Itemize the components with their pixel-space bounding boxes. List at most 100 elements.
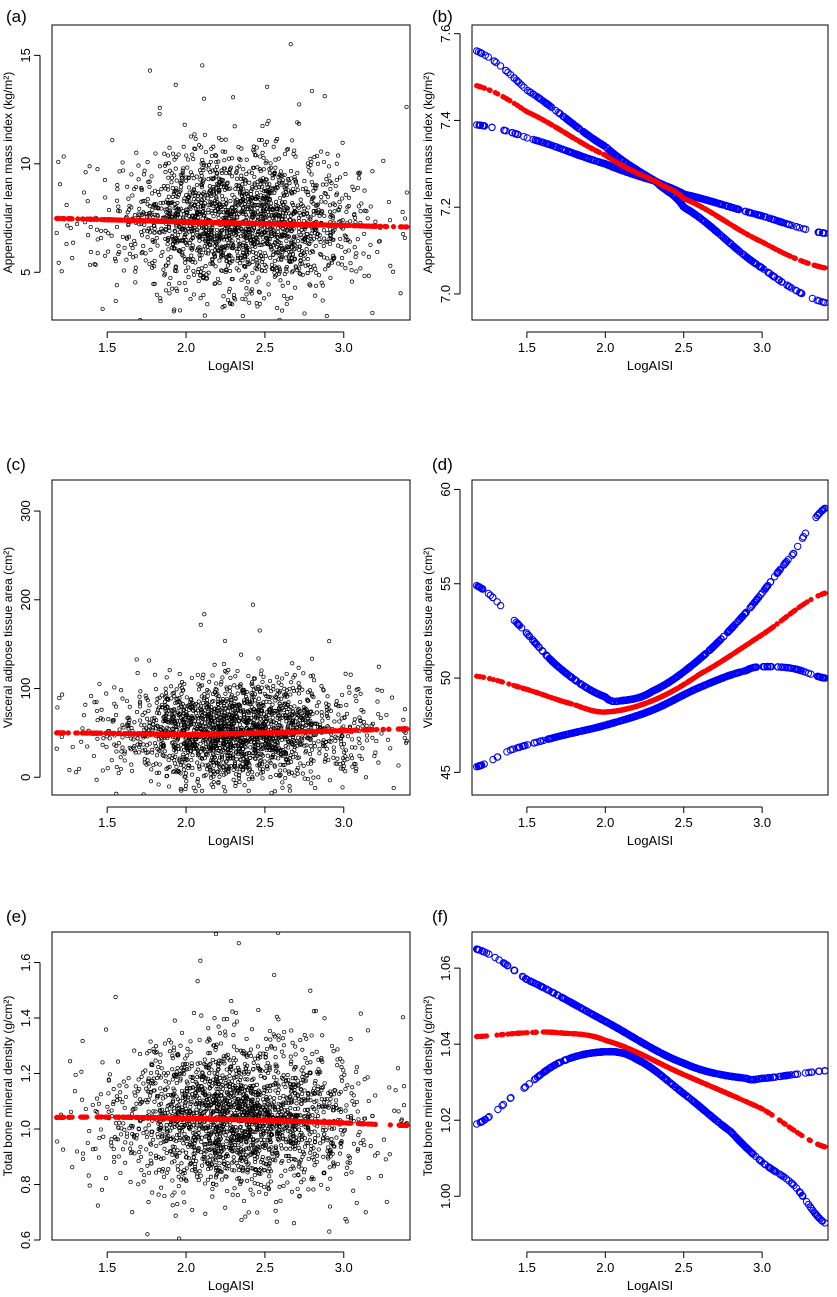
data-point	[245, 279, 251, 284]
data-point	[181, 752, 186, 757]
data-point	[232, 208, 237, 213]
data-point	[131, 737, 136, 742]
data-point	[174, 718, 179, 723]
data-point	[243, 273, 248, 278]
data-point	[167, 145, 172, 150]
data-point	[120, 723, 125, 728]
data-point	[174, 749, 179, 754]
data-point	[193, 147, 198, 152]
data-point	[274, 199, 279, 204]
data-point	[317, 273, 322, 278]
data-point	[120, 234, 125, 239]
data-point	[338, 236, 343, 241]
data-point	[200, 683, 205, 688]
data-point	[172, 724, 177, 729]
data-point	[194, 174, 199, 179]
data-point	[114, 225, 120, 230]
data-point	[182, 681, 187, 686]
data-point	[278, 278, 283, 283]
data-point	[141, 198, 146, 204]
data-point	[266, 282, 271, 287]
data-point	[295, 171, 300, 176]
data-point	[120, 735, 125, 740]
data-point	[104, 691, 109, 696]
data-point	[189, 697, 194, 702]
data-point	[176, 192, 181, 197]
data-point	[167, 291, 172, 296]
data-point	[171, 191, 176, 196]
data-point	[336, 243, 341, 248]
data-point	[316, 210, 321, 215]
ci-point	[815, 228, 824, 237]
data-point	[173, 229, 178, 234]
data-point	[290, 256, 295, 261]
data-point	[142, 723, 147, 728]
data-point	[216, 737, 221, 742]
data-point	[308, 283, 313, 288]
y-tick-label: 15	[18, 48, 33, 62]
data-point	[261, 167, 266, 172]
data-point	[211, 780, 216, 785]
data-point	[195, 760, 200, 765]
data-point	[121, 168, 126, 173]
data-point	[201, 247, 206, 252]
data-point	[186, 265, 191, 270]
data-point	[183, 720, 188, 725]
x-tick-label: 1.5	[518, 340, 536, 355]
data-point	[174, 687, 179, 692]
data-point	[87, 262, 93, 267]
data-point	[313, 203, 318, 208]
data-point	[150, 191, 155, 196]
data-point	[104, 744, 109, 749]
data-point	[223, 171, 228, 176]
data-point	[280, 254, 285, 259]
data-point	[268, 237, 273, 242]
data-point	[213, 281, 218, 286]
data-point	[205, 276, 210, 281]
data-point	[263, 269, 268, 274]
data-point	[284, 189, 289, 194]
data-point	[205, 693, 210, 699]
data-point	[86, 233, 91, 238]
data-point	[163, 754, 168, 759]
data-point	[192, 225, 197, 231]
data-point	[306, 205, 311, 210]
data-point	[106, 208, 112, 213]
data-point	[216, 159, 221, 164]
data-point	[81, 190, 87, 195]
data-point	[211, 748, 216, 753]
data-point	[166, 236, 171, 241]
data-point	[185, 200, 190, 205]
data-point	[270, 186, 275, 191]
data-point	[153, 761, 159, 766]
data-point	[280, 173, 285, 178]
data-point	[245, 247, 250, 252]
data-point	[155, 214, 160, 219]
data-point	[282, 172, 287, 177]
data-point	[205, 302, 210, 307]
data-point	[277, 269, 282, 274]
data-point	[175, 206, 180, 211]
data-point	[100, 742, 105, 747]
data-point	[177, 672, 182, 677]
data-point	[210, 673, 215, 678]
data-point	[94, 699, 99, 704]
data-point	[150, 747, 155, 752]
data-point	[240, 186, 245, 191]
x-tick-label: 3.0	[753, 340, 771, 355]
data-point	[181, 166, 186, 171]
data-point	[284, 269, 289, 274]
data-point	[130, 246, 135, 251]
data-point	[141, 172, 147, 177]
data-point	[283, 231, 288, 236]
data-point	[102, 178, 107, 183]
data-point	[183, 260, 188, 265]
data-point	[201, 203, 206, 208]
data-point	[270, 176, 275, 181]
data-point	[295, 239, 301, 244]
data-point	[309, 159, 314, 164]
data-point	[188, 134, 193, 139]
plot-frame	[471, 24, 829, 321]
data-point	[198, 200, 203, 205]
data-point	[188, 297, 193, 302]
